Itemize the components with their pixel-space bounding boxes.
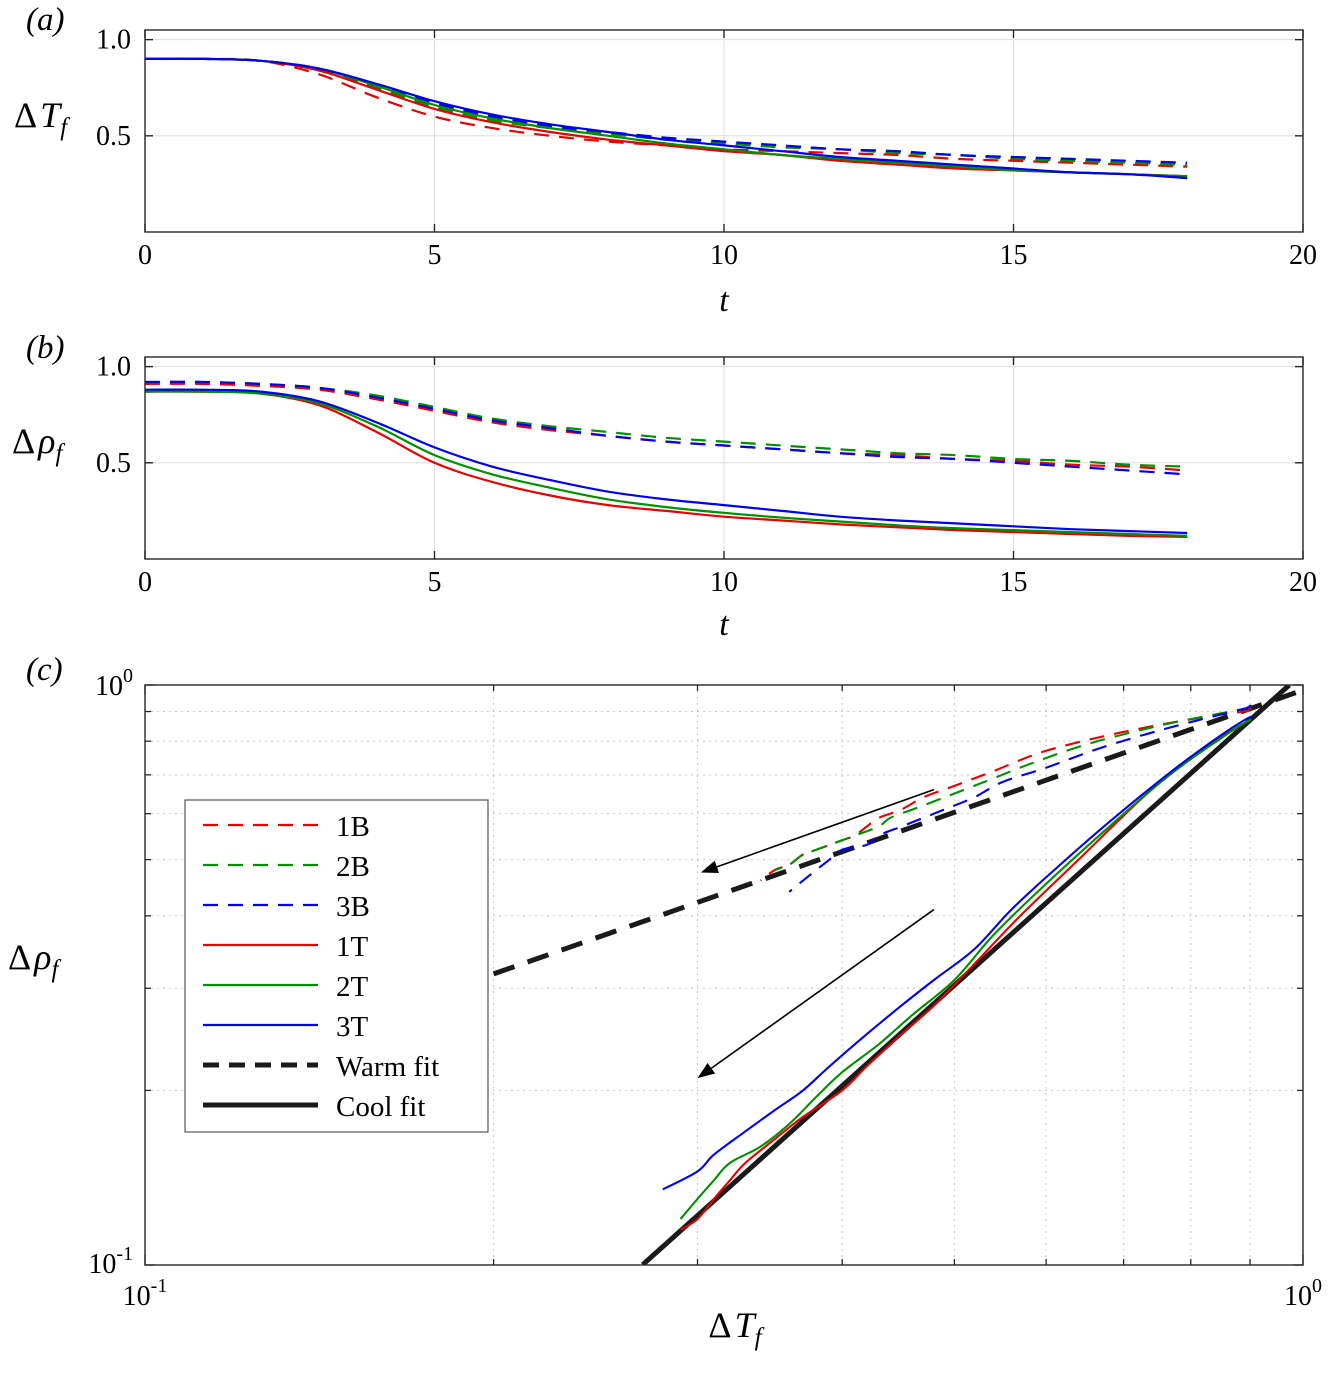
variable-symbol: T xyxy=(40,95,61,135)
curve-2B xyxy=(774,704,1252,871)
legend-box xyxy=(184,799,489,1133)
svg-text:10: 10 xyxy=(710,240,738,271)
panel-a-tag: (a) xyxy=(26,2,65,38)
legend-label: 2T xyxy=(336,971,369,1003)
legend-label: Cool fit xyxy=(336,1091,425,1123)
panel-b-tag: (b) xyxy=(26,330,65,366)
panel-c-tag: (c) xyxy=(26,652,63,688)
legend-label: 3B xyxy=(336,891,370,923)
svg-text:0: 0 xyxy=(138,240,152,271)
subscript: f xyxy=(51,956,59,984)
panel-a-ylabel: ΔTf xyxy=(14,95,68,142)
variable-symbol: ρ xyxy=(34,937,52,977)
svg-text:20: 20 xyxy=(1289,240,1317,271)
legend: 1B 2B 3B 1T 2T 3T Warm fit Cool fit xyxy=(184,799,489,1133)
svg-text:10: 10 xyxy=(710,567,738,598)
series-curves xyxy=(144,57,1188,180)
curve-1B xyxy=(759,707,1252,882)
tick-labels: 0 5 10 15 20 1.0 0.5 xyxy=(96,352,1317,598)
svg-text:15: 15 xyxy=(1000,240,1028,271)
subscript: f xyxy=(60,114,68,142)
svg-text:15: 15 xyxy=(1000,567,1028,598)
curve-1T xyxy=(144,390,1188,538)
curve-3T xyxy=(662,715,1252,1191)
variable-symbol: T xyxy=(734,1305,755,1345)
curve-2T xyxy=(679,718,1252,1220)
subscript: f xyxy=(754,1324,762,1352)
svg-text:100: 100 xyxy=(95,665,133,702)
svg-text:10-1: 10-1 xyxy=(88,1243,133,1280)
variable-symbol: ρ xyxy=(38,421,56,461)
curve-3T xyxy=(144,57,1188,180)
tick-labels: 10-1 100 100 10-1 xyxy=(88,665,1322,1312)
plot-content xyxy=(492,685,1303,1265)
curve-3B xyxy=(144,57,1188,164)
fit-cool-fit xyxy=(641,685,1291,1265)
delta-symbol: Δ xyxy=(708,1305,732,1345)
panel-b-ylabel: Δρf xyxy=(12,421,63,468)
fit-warm-fit xyxy=(492,687,1303,977)
arrow-head xyxy=(697,1062,716,1079)
delta-symbol: Δ xyxy=(8,937,32,977)
tick-labels: 0 5 10 15 20 1.0 0.5 xyxy=(96,25,1317,271)
svg-text:1.0: 1.0 xyxy=(96,25,131,56)
curve-3T xyxy=(144,388,1188,535)
curve-1T xyxy=(144,57,1188,178)
svg-text:0: 0 xyxy=(138,567,152,598)
curve-1B xyxy=(144,57,1188,168)
time-direction-arrows xyxy=(697,788,935,1079)
tick-marks xyxy=(144,357,1304,559)
svg-text:1.0: 1.0 xyxy=(96,352,131,383)
panel-c-ylabel: Δρf xyxy=(8,937,59,984)
gridlines xyxy=(145,357,1303,559)
panel-a-xlabel: t xyxy=(719,282,729,319)
legend-label: 1T xyxy=(336,931,369,963)
panel-a-plot: 0 5 10 15 20 1.0 0.5 xyxy=(96,25,1317,271)
curve-3B xyxy=(788,704,1252,893)
curve-2B xyxy=(144,57,1188,166)
curve-2B xyxy=(144,380,1188,468)
axes-frame xyxy=(144,684,1304,1266)
curve-2T xyxy=(144,390,1188,537)
delta-symbol: Δ xyxy=(14,95,38,135)
svg-text:0.5: 0.5 xyxy=(96,121,131,152)
svg-text:0.5: 0.5 xyxy=(96,448,131,479)
curve-3B xyxy=(144,380,1188,476)
series-curves xyxy=(144,380,1188,538)
svg-text:5: 5 xyxy=(428,240,442,271)
panel-b-xlabel: t xyxy=(719,606,729,643)
curve-2T xyxy=(144,57,1188,178)
svg-text:10-1: 10-1 xyxy=(123,1275,168,1312)
subscript: f xyxy=(55,440,63,468)
tick-marks xyxy=(144,30,1304,232)
legend-label: 3T xyxy=(336,1011,369,1043)
tick-marks xyxy=(144,684,1304,1266)
legend-label: 2B xyxy=(336,851,370,883)
gridlines xyxy=(145,30,1303,232)
panel-b-plot: 0 5 10 15 20 1.0 0.5 xyxy=(96,352,1317,598)
svg-text:100: 100 xyxy=(1284,1275,1322,1312)
svg-text:5: 5 xyxy=(428,567,442,598)
delta-symbol: Δ xyxy=(12,421,36,461)
arrow-head xyxy=(700,860,720,873)
legend-label: 1B xyxy=(336,811,370,843)
svg-text:20: 20 xyxy=(1289,567,1317,598)
panel-c-plot: 10-1 100 100 10-1 1B 2B 3B 1T 2T 3T Warm fit Cool f… xyxy=(88,665,1322,1312)
panel-c-xlabel: ΔTf xyxy=(655,1305,815,1352)
legend-label: Warm fit xyxy=(336,1051,439,1083)
